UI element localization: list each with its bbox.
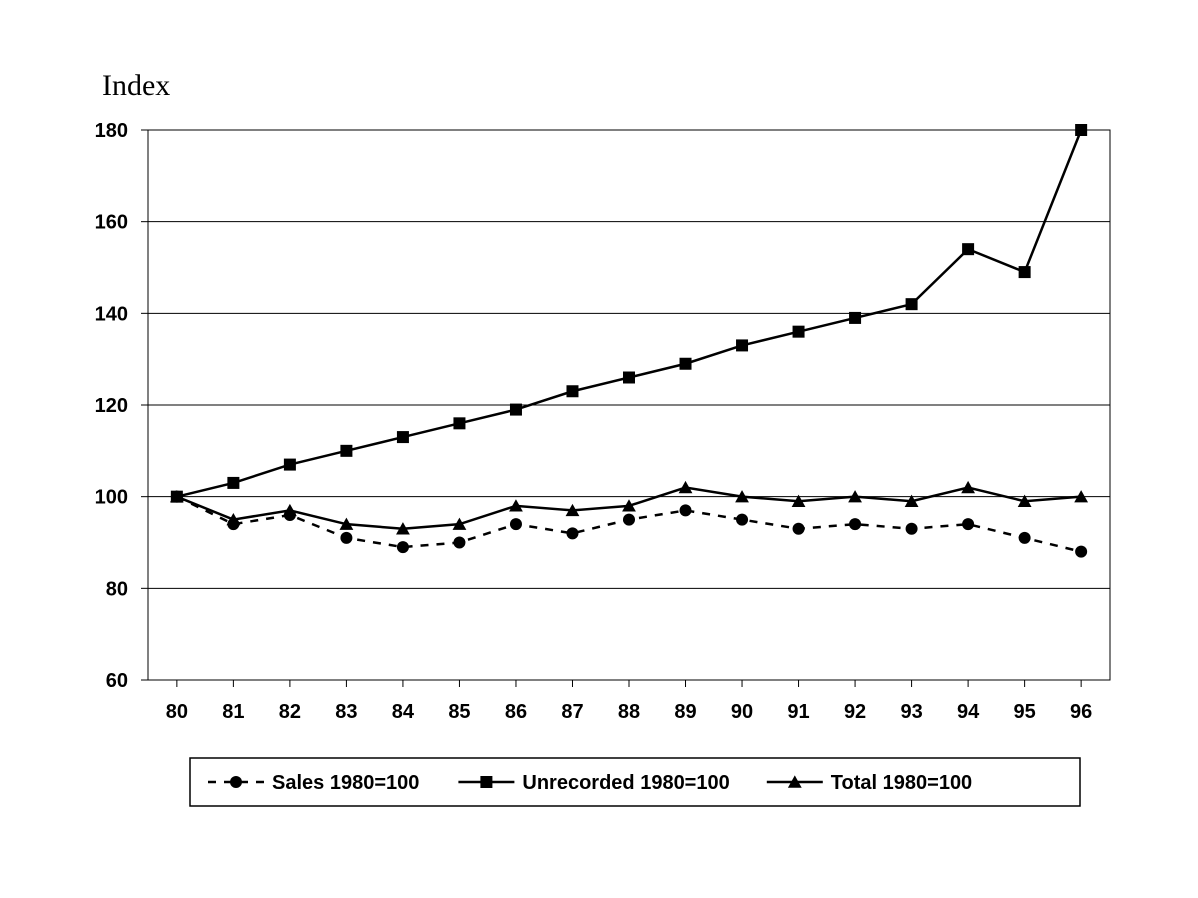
marker-square (962, 243, 974, 255)
x-tick-label: 81 (222, 701, 244, 723)
y-tick-label: 140 (95, 303, 128, 325)
marker-circle (906, 523, 918, 535)
marker-circle (230, 776, 242, 788)
marker-square (680, 358, 692, 370)
marker-square (480, 776, 492, 788)
marker-circle (849, 518, 861, 530)
x-tick-label: 84 (392, 701, 415, 723)
marker-circle (566, 527, 578, 539)
x-tick-label: 96 (1070, 701, 1092, 723)
marker-circle (623, 514, 635, 526)
marker-square (736, 339, 748, 351)
x-tick-label: 89 (674, 701, 696, 723)
marker-square (566, 385, 578, 397)
marker-square (397, 431, 409, 443)
marker-circle (736, 514, 748, 526)
marker-square (906, 298, 918, 310)
marker-square (1075, 124, 1087, 136)
x-tick-label: 95 (1013, 701, 1035, 723)
marker-circle (680, 504, 692, 516)
marker-square (340, 445, 352, 457)
marker-circle (340, 532, 352, 544)
index-line-chart: Index 60 80 100 120 140 160 180 80 81 82 83 84 85 86 87… (0, 0, 1198, 898)
y-tick-label: 180 (95, 120, 128, 142)
marker-square (510, 404, 522, 416)
y-tick-label: 120 (95, 395, 128, 417)
marker-circle (793, 523, 805, 535)
x-tick-label: 94 (957, 701, 980, 723)
marker-circle (510, 518, 522, 530)
marker-circle (1019, 532, 1031, 544)
legend-label: Unrecorded 1980=100 (522, 772, 729, 794)
marker-circle (453, 537, 465, 549)
marker-square (793, 326, 805, 338)
x-tick-label: 88 (618, 701, 640, 723)
y-tick-label: 160 (95, 212, 128, 234)
marker-square (623, 372, 635, 384)
marker-square (849, 312, 861, 324)
x-tick-label: 90 (731, 701, 753, 723)
x-tick-label: 80 (166, 701, 188, 723)
x-tick-label: 91 (787, 701, 809, 723)
x-tick-label: 82 (279, 701, 301, 723)
x-tick-label: 87 (561, 701, 583, 723)
marker-circle (1075, 546, 1087, 558)
x-tick-label: 85 (448, 701, 470, 723)
legend-label: Sales 1980=100 (272, 772, 419, 794)
marker-circle (397, 541, 409, 553)
chart-title: Index (102, 69, 170, 102)
marker-square (284, 459, 296, 471)
y-tick-label: 100 (95, 487, 128, 509)
marker-square (227, 477, 239, 489)
legend-label: Total 1980=100 (831, 772, 972, 794)
marker-square (453, 417, 465, 429)
marker-square (1019, 266, 1031, 278)
y-tick-label: 60 (106, 670, 128, 692)
y-tick-label: 80 (106, 578, 128, 600)
x-tick-label: 93 (900, 701, 922, 723)
x-tick-label: 92 (844, 701, 866, 723)
marker-circle (962, 518, 974, 530)
x-tick-label: 86 (505, 701, 527, 723)
x-tick-label: 83 (335, 701, 357, 723)
